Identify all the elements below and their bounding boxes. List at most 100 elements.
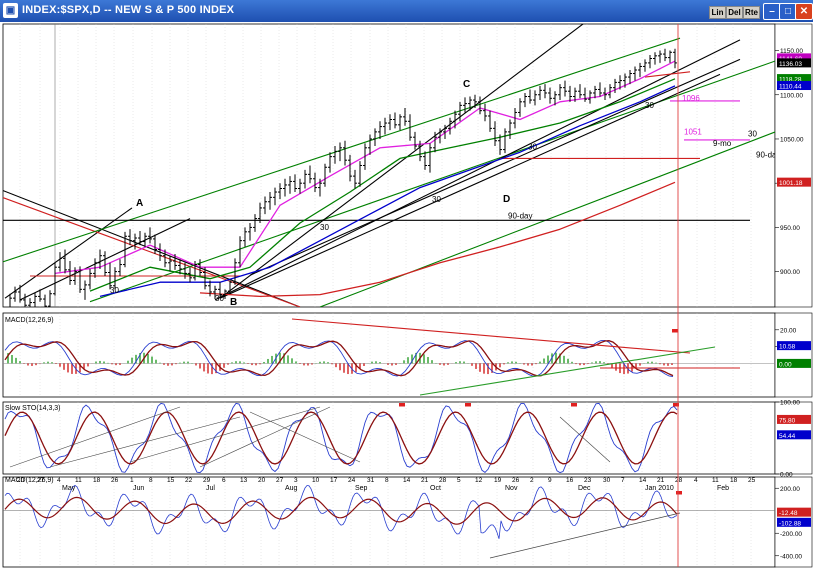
stock-chart: ABCDE3030303030303090-day90-day9-mo10961… (2, 23, 813, 568)
lin-button[interactable]: Lin (709, 6, 726, 19)
trend-line-15 (644, 71, 691, 78)
stoch-frame (2, 401, 776, 475)
x-axis: 20 27 4 11 18 26 1 8 15 22 29 6 13 20 27 3 10 17 24 31 8 14 21… (17, 477, 756, 492)
annotation-0: A (136, 198, 143, 209)
price-flag-4-box (777, 177, 811, 187)
x-day-tick-17: 17 (330, 477, 338, 484)
x-day-tick-34: 14 (639, 477, 647, 484)
x-month-label-6: Nov (505, 485, 518, 492)
breadth-axis-tick-label-2: -400.00 (780, 553, 802, 560)
breadth-signal-line (4, 496, 678, 525)
x-day-tick-2: 4 (57, 477, 61, 484)
macd-frame (2, 312, 776, 398)
trend-line-10 (249, 58, 741, 276)
x-month-label-5: Oct (430, 485, 441, 492)
breadth-flag-0: -12.48 (779, 510, 798, 517)
stoch-trend-line-2 (129, 406, 321, 463)
macd-flag-1: 0.00 (779, 361, 792, 368)
price-flag-0-box (777, 53, 811, 63)
x-day-tick-36: 28 (675, 477, 683, 484)
x-day-tick-14: 27 (276, 477, 284, 484)
price-frame-scale (774, 23, 813, 308)
x-month-label-3: Aug (285, 485, 298, 492)
price-plot-area: A B C D E 30 30 30 30 30 30 30 90-day 90-day 9-mo 1096 1… (3, 24, 775, 307)
x-day-tick-8: 15 (167, 477, 175, 484)
macd-line (4, 339, 674, 378)
x-month-label-8: Jan 2010 (645, 485, 674, 492)
x-month-label-4: Sep (355, 485, 368, 492)
stochastic-panel: 100.00 0.00 75.80 54.44 (2, 329, 813, 479)
annotation-8: 30 (432, 195, 441, 204)
stoch-flag-1-box (777, 430, 811, 440)
stoch-flag-1: 54.44 (779, 433, 796, 440)
breadth-flag-1: -102.88 (779, 520, 801, 527)
moving-average-1 (89, 78, 676, 292)
x-day-tick-1: 27 (37, 477, 45, 484)
price-axis-tick-label-3: 1050.00 (780, 136, 804, 143)
breadth-flag-1-box (777, 517, 811, 527)
annotation-16: 1051 (684, 128, 702, 137)
x-day-tick-5: 26 (111, 477, 119, 484)
x-day-tick-38: 11 (712, 477, 719, 484)
close-icon[interactable]: ✕ (795, 3, 813, 20)
app-icon: ▣ (3, 3, 18, 18)
macd-frame-scale (774, 312, 813, 398)
x-day-tick-27: 26 (512, 477, 520, 484)
trend-line-0 (4, 207, 133, 299)
x-day-tick-24: 5 (457, 477, 461, 484)
window-titlebar: ▣ INDEX:$SPX,D -- NEW S & P 500 INDEX Li… (0, 0, 813, 22)
price-flag-3-box (777, 81, 811, 91)
x-day-tick-23: 28 (439, 477, 447, 484)
x-day-tick-20: 8 (385, 477, 389, 484)
x-month-label-2: Jul (206, 485, 215, 492)
stoch-label: Slow STO(14,3,3) (5, 405, 61, 412)
trend-line-3 (3, 197, 301, 307)
macd-flag-0-box (777, 341, 811, 351)
annotation-10: 30 (645, 101, 654, 110)
trend-line-1 (3, 189, 301, 307)
moving-average-0 (54, 60, 676, 275)
breadth-label: MACD(12,26,9) (5, 477, 54, 484)
x-month-label-9: Feb (717, 485, 729, 492)
annotation-9: 30 (528, 143, 537, 152)
macd-flag-1-box (777, 358, 811, 368)
x-day-tick-32: 30 (603, 477, 611, 484)
stoch-trend-line-4 (559, 416, 611, 463)
breadth-line (4, 484, 678, 539)
stoch-trend-line-3 (249, 411, 361, 463)
price-axis-tick-label-4: 1100.00 (780, 92, 803, 99)
macd-trend-green (419, 346, 716, 396)
x-day-tick-31: 23 (584, 477, 592, 484)
annotation-7: 30 (320, 223, 329, 232)
stoch-axis-tick-label-0: 100.00 (780, 400, 800, 407)
trend-line-7 (219, 24, 584, 299)
rte-button[interactable]: Rte (743, 6, 760, 19)
x-day-tick-11: 6 (222, 477, 226, 484)
moving-average-3 (199, 181, 676, 298)
macd-flag-0: 10.58 (779, 344, 796, 351)
x-day-tick-9: 22 (185, 477, 193, 484)
x-day-tick-33: 7 (621, 477, 625, 484)
price-flag-2-box (777, 74, 811, 84)
del-button[interactable]: Del (726, 6, 743, 19)
x-day-tick-7: 8 (149, 477, 153, 484)
stoch-trend-line-1 (49, 416, 241, 468)
x-day-tick-6: 1 (130, 477, 134, 484)
stoch-red-marker-2 (571, 403, 577, 407)
breadth-axis-tick-label-1: -200.00 (780, 531, 802, 538)
breadth-flag-0-box (777, 507, 811, 517)
x-month-label-0: May (62, 485, 76, 492)
x-day-tick-39: 18 (730, 477, 738, 484)
x-day-tick-13: 20 (258, 477, 266, 484)
x-day-tick-35: 21 (657, 477, 665, 484)
stoch-trend-line-0 (9, 406, 181, 468)
macd-trend-red (291, 318, 691, 354)
stoch-k-line (4, 402, 678, 474)
annotation-2: C (463, 79, 470, 90)
trend-line-8 (214, 39, 741, 301)
price-flag-1-box (777, 58, 811, 68)
price-flag-4: 1001.18 (779, 180, 803, 187)
macd-label: MACD(12,26,9) (5, 317, 54, 324)
price-flag-2: 1118.28 (779, 77, 802, 84)
